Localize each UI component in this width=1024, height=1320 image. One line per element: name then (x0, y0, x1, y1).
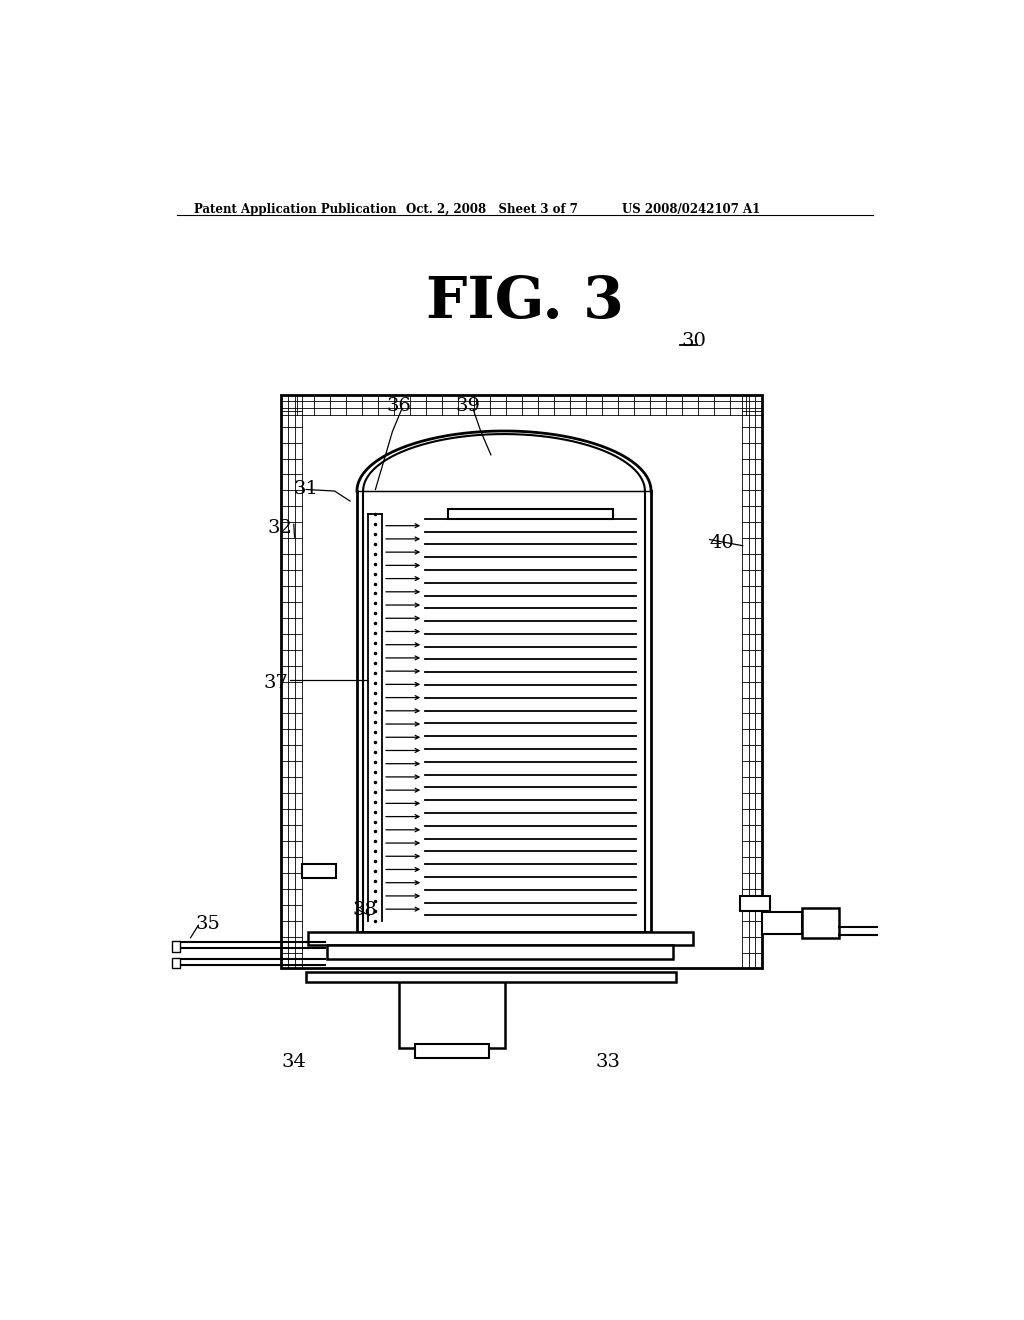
Bar (306, 972, 676, 982)
Text: 37: 37 (263, 675, 289, 692)
Text: 30: 30 (682, 331, 707, 350)
Bar (327, 945, 674, 960)
Text: US 2008/0242107 A1: US 2008/0242107 A1 (622, 203, 760, 216)
Bar (416, 1044, 489, 1057)
Bar (447, 508, 612, 519)
Bar (398, 973, 505, 1048)
Bar (172, 941, 180, 952)
Bar (282, 395, 762, 969)
Text: 40: 40 (710, 535, 734, 552)
Text: 38: 38 (352, 902, 377, 920)
Text: 32: 32 (267, 519, 292, 537)
Text: Oct. 2, 2008   Sheet 3 of 7: Oct. 2, 2008 Sheet 3 of 7 (407, 203, 579, 216)
Text: 34: 34 (282, 1053, 306, 1071)
Text: 35: 35 (196, 915, 220, 932)
Bar (739, 896, 770, 911)
Bar (762, 912, 802, 933)
Bar (301, 863, 336, 878)
Bar (172, 958, 180, 969)
Text: 39: 39 (456, 397, 480, 414)
Text: 31: 31 (294, 480, 318, 498)
Text: 36: 36 (386, 397, 411, 414)
Text: Patent Application Publication: Patent Application Publication (194, 203, 396, 216)
Text: FIG. 3: FIG. 3 (426, 275, 624, 330)
Bar (802, 908, 839, 939)
Bar (307, 932, 692, 945)
Text: 33: 33 (596, 1053, 621, 1071)
